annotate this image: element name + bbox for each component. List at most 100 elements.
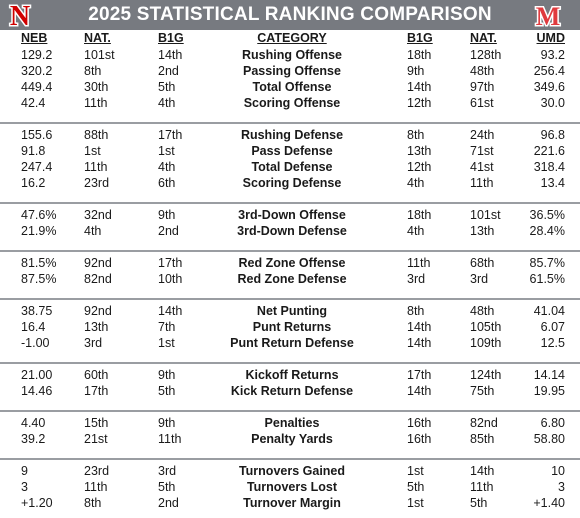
neb-value: 320.2 — [21, 64, 53, 78]
umd-b1g-rank: 16th — [407, 416, 432, 430]
category-label: Kick Return Defense — [230, 384, 354, 398]
stat-section: 155.6 88th 17th Rushing Defense 8th 24th 96.8 9… — [0, 127, 580, 191]
column-headers: NEB NAT. B1G CATEGORY B1G NAT. UMD — [0, 31, 580, 47]
neb-b1g-rank: 11th — [158, 432, 182, 446]
table-row: 247.4 11th 4th Total Defense 12th 41st 318.4 — [0, 159, 580, 175]
section-divider — [0, 362, 580, 364]
stat-section: 38.75 92nd 14th Net Punting 8th 48th 41.04 16.4… — [0, 303, 580, 351]
umd-value: 13.4 — [540, 176, 565, 190]
neb-value: 9 — [21, 464, 28, 478]
umd-b1g-rank: 14th — [407, 80, 432, 94]
table-row: 16.4 13th 7th Punt Returns 14th 105th 6.07 — [0, 319, 580, 335]
table-row: 47.6% 32nd 9th 3rd-Down Offense 18th 101st 36.… — [0, 207, 580, 223]
umd-national-rank: 105th — [470, 320, 502, 334]
umd-value: 318.4 — [533, 160, 565, 174]
umd-national-rank: 82nd — [470, 416, 498, 430]
neb-value: 129.2 — [21, 48, 53, 62]
col-b1g-right: B1G — [407, 31, 433, 45]
svg-text:M: M — [536, 2, 561, 29]
table-row: 38.75 92nd 14th Net Punting 8th 48th 41.04 — [0, 303, 580, 319]
umd-b1g-rank: 18th — [407, 48, 432, 62]
umd-national-rank: 3rd — [470, 272, 489, 286]
umd-value: 36.5% — [529, 208, 565, 222]
neb-b1g-rank: 9th — [158, 368, 176, 382]
neb-national-rank: 23rd — [84, 464, 110, 478]
umd-b1g-rank: 18th — [407, 208, 432, 222]
umd-value: 6.07 — [540, 320, 565, 334]
umd-b1g-rank: 8th — [407, 304, 425, 318]
neb-national-rank: 15th — [84, 416, 109, 430]
umd-b1g-rank: 14th — [407, 320, 432, 334]
neb-b1g-rank: 2nd — [158, 496, 179, 510]
neb-value: 14.46 — [21, 384, 53, 398]
umd-national-rank: 124th — [470, 368, 502, 382]
umd-national-rank: 75th — [470, 384, 495, 398]
neb-national-rank: 11th — [84, 96, 108, 110]
svg-text:M: M — [536, 2, 561, 29]
umd-national-rank: 13th — [470, 224, 495, 238]
umd-value: 28.4% — [529, 224, 565, 238]
category-label: Rushing Defense — [240, 128, 344, 142]
category-label: Penalties — [264, 416, 320, 430]
neb-national-rank: 3rd — [84, 336, 103, 350]
umd-value: 19.95 — [533, 384, 565, 398]
neb-national-rank: 8th — [84, 496, 102, 510]
svg-text:N: N — [10, 1, 30, 29]
umd-b1g-rank: 14th — [407, 336, 432, 350]
neb-national-rank: 23rd — [84, 176, 110, 190]
umd-b1g-rank: 1st — [407, 496, 424, 510]
svg-text:N: N — [10, 1, 30, 29]
umd-national-rank: 11th — [470, 176, 494, 190]
table-row: 14.46 17th 5th Kick Return Defense 14th 75th 1… — [0, 383, 580, 399]
umd-value: 85.7% — [529, 256, 565, 270]
category-label: Passing Offense — [243, 64, 341, 78]
neb-national-rank: 4th — [84, 224, 102, 238]
umd-b1g-rank: 13th — [407, 144, 432, 158]
umd-value: +1.40 — [533, 496, 565, 510]
section-divider — [0, 410, 580, 412]
category-label: Turnovers Lost — [246, 480, 338, 494]
neb-national-rank: 32nd — [84, 208, 112, 222]
neb-value: 3 — [21, 480, 28, 494]
umd-national-rank: 41st — [470, 160, 494, 174]
neb-national-rank: 11th — [84, 160, 108, 174]
neb-value: 247.4 — [21, 160, 53, 174]
neb-b1g-rank: 5th — [158, 384, 176, 398]
umd-value: 30.0 — [540, 96, 565, 110]
table-row: 4.40 15th 9th Penalties 16th 82nd 6.80 — [0, 415, 580, 431]
category-label: Total Offense — [252, 80, 332, 94]
umd-national-rank: 101st — [470, 208, 501, 222]
neb-b1g-rank: 10th — [158, 272, 183, 286]
col-nat-left: NAT. — [84, 31, 111, 45]
table-row: 91.8 1st 1st Pass Defense 13th 71st 221.6 — [0, 143, 580, 159]
neb-value: 91.8 — [21, 144, 46, 158]
umd-b1g-rank: 5th — [407, 480, 425, 494]
umd-value: 58.80 — [533, 432, 565, 446]
col-category: CATEGORY — [257, 31, 327, 45]
umd-national-rank: 24th — [470, 128, 495, 142]
table-row: 9 23rd 3rd Turnovers Gained 1st 14th 10 — [0, 463, 580, 479]
umd-value: 96.8 — [540, 128, 565, 142]
umd-national-rank: 85th — [470, 432, 495, 446]
neb-b1g-rank: 4th — [158, 96, 176, 110]
umd-national-rank: 128th — [470, 48, 502, 62]
neb-value: 47.6% — [21, 208, 57, 222]
col-umd: UMD — [536, 31, 565, 45]
category-label: Red Zone Defense — [237, 272, 347, 286]
umd-national-rank: 97th — [470, 80, 495, 94]
table-row: 449.4 30th 5th Total Offense 14th 97th 349.6 — [0, 79, 580, 95]
umd-b1g-rank: 4th — [407, 176, 425, 190]
neb-national-rank: 92nd — [84, 256, 112, 270]
umd-national-rank: 48th — [470, 304, 495, 318]
table-row: 3 11th 5th Turnovers Lost 5th 11th 3 — [0, 479, 580, 495]
neb-value: 21.9% — [21, 224, 57, 238]
neb-value: +1.20 — [21, 496, 53, 510]
category-label: Red Zone Offense — [238, 256, 346, 270]
neb-value: 155.6 — [21, 128, 53, 142]
neb-b1g-rank: 2nd — [158, 64, 179, 78]
umd-national-rank: 5th — [470, 496, 488, 510]
neb-national-rank: 17th — [84, 384, 109, 398]
umd-national-rank: 14th — [470, 464, 495, 478]
category-label: Scoring Defense — [242, 176, 342, 190]
neb-value: 4.40 — [21, 416, 46, 430]
